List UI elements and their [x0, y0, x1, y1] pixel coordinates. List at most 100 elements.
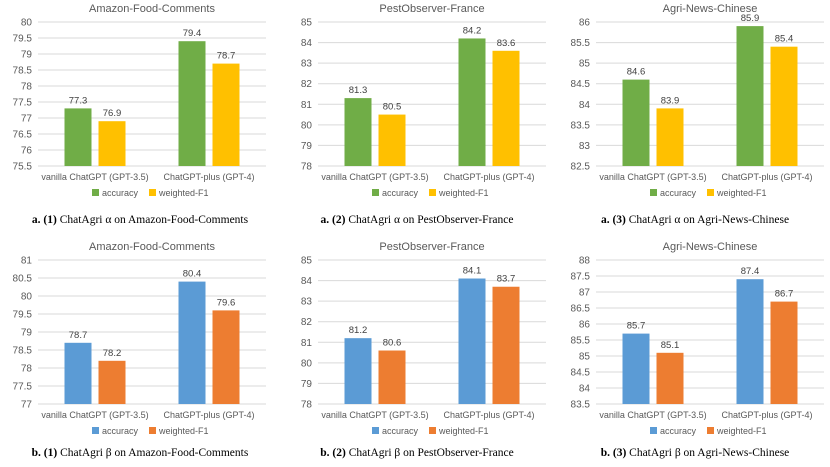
- caption-a2: a. (2) ChatAgri α on PestObserver-France: [282, 214, 552, 226]
- y-tick-label-76-5: 76.5: [13, 130, 33, 141]
- y-tick-label-79: 79: [301, 141, 313, 152]
- y-tick-label-79-5: 79.5: [13, 34, 33, 45]
- y-tick-label-86: 86: [579, 320, 591, 331]
- y-tick-label-82: 82: [301, 79, 313, 90]
- y-tick-label-77-5: 77.5: [13, 382, 33, 393]
- data-label-weighted-f1-0: 76.9: [103, 108, 122, 119]
- caption-b2-prefix: b. (2): [320, 447, 346, 459]
- legend-swatch-weighted-f1: [707, 427, 714, 434]
- caption-a2-prefix: a. (2): [320, 214, 346, 226]
- bar-accuracy-1: [178, 281, 206, 404]
- y-tick-label-84: 84: [301, 38, 313, 49]
- chart-panel-b2: PestObserver-France 78 79 80 81 82 83 84 85 81.2 8…: [280, 238, 550, 443]
- chart-b2-svg: PestObserver-France 78 79 80 81 82 83 84 85 81.2 8…: [301, 241, 546, 436]
- legend-swatch-weighted-f1: [707, 189, 714, 196]
- x-category-label-1: ChatGPT-plus (GPT-4): [721, 172, 812, 182]
- y-tick-label-81: 81: [301, 338, 313, 349]
- caption-b2: b. (2) ChatAgri β on PestObserver-France: [282, 447, 552, 459]
- caption-b2-text: ChatAgri β on PestObserver-France: [348, 447, 514, 459]
- bar-weighted-f1-1: [770, 301, 798, 404]
- y-tick-label-82: 82: [301, 317, 313, 328]
- legend-label-weighted-f1: weighted-F1: [158, 188, 209, 198]
- legend-swatch-accuracy: [650, 189, 657, 196]
- bar-weighted-f1-1: [212, 310, 240, 404]
- y-tick-label-81: 81: [21, 256, 33, 267]
- chart-panel-a2: PestObserver-France 78 79 80 81 82 83 84 85 81.3 8…: [280, 0, 550, 205]
- data-label-weighted-f1-0: 80.5: [383, 102, 402, 113]
- data-label-accuracy-1: 80.4: [183, 269, 202, 280]
- caption-b3: b. (3) ChatAgri β on Agri-News-Chinese: [560, 447, 830, 459]
- caption-a1-text: ChatAgri α on Amazon-Food-Comments: [59, 214, 249, 226]
- data-label-weighted-f1-1: 78.7: [217, 51, 236, 62]
- x-category-label-1: ChatGPT-plus (GPT-4): [443, 172, 534, 182]
- y-tick-label-81: 81: [301, 100, 313, 111]
- y-tick-label-79-5: 79.5: [13, 310, 33, 321]
- bar-weighted-f1-0: [98, 121, 126, 166]
- caption-a1: a. (1) ChatAgri α on Amazon-Food-Comment…: [5, 214, 275, 226]
- data-label-weighted-f1-1: 83.6: [497, 38, 516, 49]
- caption-b3-prefix: b. (3): [600, 447, 627, 459]
- data-label-accuracy-0: 81.2: [349, 325, 368, 336]
- caption-a1-prefix: a. (1): [31, 214, 57, 226]
- y-tick-label-78-5: 78.5: [13, 346, 33, 357]
- x-category-label-0: vanilla ChatGPT (GPT-3.5): [321, 410, 428, 420]
- bar-weighted-f1-0: [378, 114, 406, 166]
- bar-weighted-f1-0: [656, 108, 684, 166]
- legend-swatch-accuracy: [92, 427, 99, 434]
- legend-label-weighted-f1: weighted-F1: [438, 188, 489, 198]
- legend-swatch-accuracy: [372, 189, 379, 196]
- data-label-weighted-f1-0: 80.6: [383, 338, 402, 349]
- legend-label-weighted-f1: weighted-F1: [438, 426, 489, 436]
- bar-accuracy-1: [736, 26, 764, 166]
- chart-b3-svg: Agri-News-Chinese 83.5 84 84.5 85 85.5 86 86.5 8…: [571, 241, 824, 436]
- y-tick-label-87-5: 87.5: [571, 272, 591, 283]
- chart-title: Agri-News-Chinese: [663, 241, 758, 253]
- y-tick-label-76: 76: [21, 146, 33, 157]
- caption-a3: a. (3) ChatAgri α on Agri-News-Chinese: [560, 214, 830, 226]
- y-tick-label-78: 78: [301, 162, 313, 173]
- legend-swatch-accuracy: [372, 427, 379, 434]
- y-tick-label-85-5: 85.5: [571, 38, 591, 49]
- y-tick-label-84-5: 84.5: [571, 79, 591, 90]
- legend-swatch-weighted-f1: [429, 189, 436, 196]
- chart-a2-svg: PestObserver-France 78 79 80 81 82 83 84 85 81.3 8…: [301, 3, 546, 198]
- y-tick-label-83: 83: [301, 297, 313, 308]
- legend-label-accuracy: accuracy: [382, 426, 419, 436]
- caption-b3-text: ChatAgri β on Agri-News-Chinese: [629, 447, 790, 459]
- caption-a2-text: ChatAgri α on PestObserver-France: [348, 214, 514, 226]
- chart-a1-svg: Amazon-Food-Comments 75.5 76 76.5 77 77.5 78 78…: [13, 3, 266, 198]
- bar-weighted-f1-1: [770, 46, 798, 166]
- bar-accuracy-0: [344, 98, 372, 166]
- y-tick-label-83: 83: [301, 59, 313, 70]
- y-tick-label-86: 86: [579, 18, 591, 29]
- y-tick-label-85: 85: [579, 352, 591, 363]
- data-label-accuracy-1: 84.1: [463, 266, 482, 277]
- y-tick-label-77-5: 77.5: [13, 98, 33, 109]
- chart-panel-b1: Amazon-Food-Comments 77 77.5 78 78.5 79 79.5 80…: [0, 238, 270, 443]
- y-tick-label-78: 78: [21, 364, 33, 375]
- chart-panel-a3: Agri-News-Chinese 82.5 83 83.5 84 84.5 85 85.5 8…: [558, 0, 828, 205]
- legend-label-accuracy: accuracy: [382, 188, 419, 198]
- chart-title: Amazon-Food-Comments: [89, 3, 215, 15]
- y-tick-label-82-5: 82.5: [571, 162, 591, 173]
- y-tick-label-88: 88: [579, 256, 591, 267]
- chart-title: Amazon-Food-Comments: [89, 241, 215, 253]
- data-label-weighted-f1-0: 78.2: [103, 348, 122, 359]
- caption-b1: b. (1) ChatAgri β on Amazon-Food-Comment…: [5, 447, 275, 459]
- bar-accuracy-0: [622, 333, 650, 404]
- legend-swatch-accuracy: [650, 427, 657, 434]
- y-tick-label-85: 85: [301, 18, 313, 29]
- legend-label-accuracy: accuracy: [660, 188, 697, 198]
- data-label-weighted-f1-1: 83.7: [497, 274, 516, 285]
- data-label-accuracy-1: 79.4: [183, 28, 202, 39]
- y-tick-label-86-5: 86.5: [571, 304, 591, 315]
- bar-accuracy-0: [344, 338, 372, 404]
- legend-label-accuracy: accuracy: [660, 426, 697, 436]
- y-tick-label-80: 80: [301, 120, 313, 131]
- x-category-label-1: ChatGPT-plus (GPT-4): [721, 410, 812, 420]
- data-label-accuracy-1: 84.2: [463, 25, 482, 36]
- caption-a3-text: ChatAgri α on Agri-News-Chinese: [628, 214, 790, 226]
- data-label-accuracy-0: 78.7: [69, 330, 88, 341]
- y-tick-label-84: 84: [301, 276, 313, 287]
